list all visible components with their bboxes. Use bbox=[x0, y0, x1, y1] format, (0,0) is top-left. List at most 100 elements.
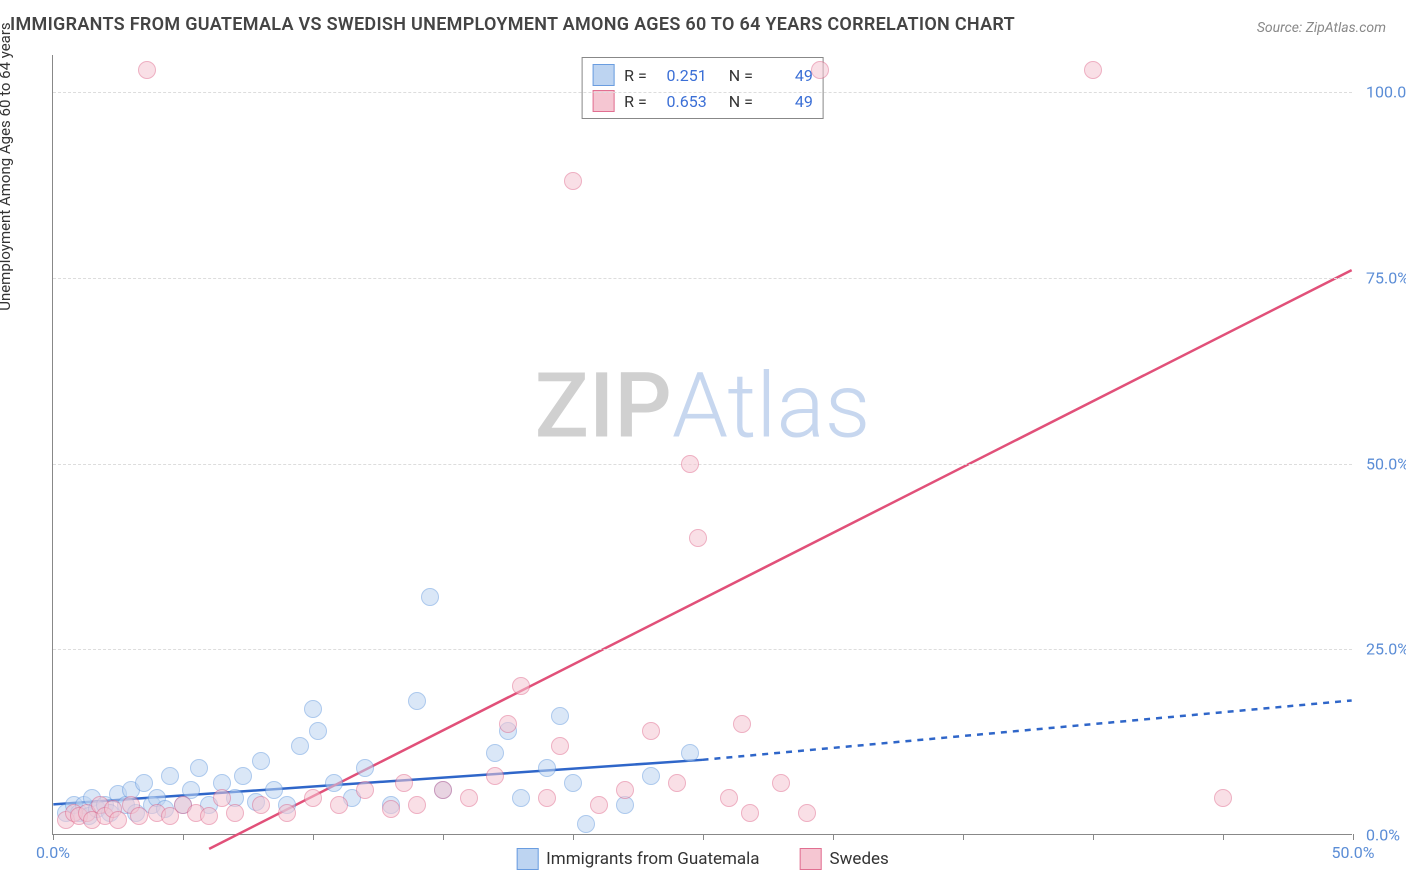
data-point bbox=[1084, 61, 1102, 79]
data-point bbox=[798, 804, 816, 822]
r-label: R = bbox=[624, 66, 647, 85]
data-point bbox=[252, 796, 270, 814]
x-tick-mark bbox=[833, 834, 834, 840]
n-value: 49 bbox=[763, 92, 813, 111]
gridline bbox=[53, 649, 1352, 650]
data-point bbox=[720, 789, 738, 807]
data-point bbox=[681, 455, 699, 473]
x-tick-mark bbox=[1353, 834, 1354, 840]
data-point bbox=[564, 172, 582, 190]
data-point bbox=[395, 774, 413, 792]
chart-title: IMMIGRANTS FROM GUATEMALA VS SWEDISH UNE… bbox=[10, 14, 1015, 35]
data-point bbox=[130, 807, 148, 825]
stats-legend: R = 0.251 N = 49 R = 0.653 N = 49 bbox=[581, 57, 824, 119]
data-point bbox=[278, 804, 296, 822]
data-point bbox=[252, 752, 270, 770]
y-tick-label: 25.0% bbox=[1356, 640, 1406, 659]
gridline bbox=[53, 464, 1352, 465]
data-point bbox=[1214, 789, 1232, 807]
data-point bbox=[486, 744, 504, 762]
y-tick-label: 50.0% bbox=[1356, 454, 1406, 473]
data-point bbox=[811, 61, 829, 79]
data-point bbox=[356, 759, 374, 777]
data-point bbox=[741, 804, 759, 822]
data-point bbox=[642, 767, 660, 785]
x-tick-mark bbox=[1093, 834, 1094, 840]
x-tick-mark bbox=[1223, 834, 1224, 840]
trend-line-extrapolated bbox=[703, 700, 1352, 759]
gridline bbox=[53, 278, 1352, 279]
data-point bbox=[538, 789, 556, 807]
data-point bbox=[551, 707, 569, 725]
x-tick-label: 50.0% bbox=[1332, 843, 1375, 862]
data-point bbox=[408, 692, 426, 710]
n-label: N = bbox=[729, 66, 753, 85]
r-value: 0.251 bbox=[657, 66, 707, 85]
legend-swatch bbox=[592, 64, 614, 86]
data-point bbox=[616, 781, 634, 799]
data-point bbox=[135, 774, 153, 792]
data-point bbox=[577, 815, 595, 833]
data-point bbox=[138, 61, 156, 79]
data-point bbox=[408, 796, 426, 814]
data-point bbox=[109, 811, 127, 829]
data-point bbox=[486, 767, 504, 785]
data-point bbox=[226, 804, 244, 822]
data-point bbox=[265, 781, 283, 799]
data-point bbox=[733, 715, 751, 733]
x-tick-label: 0.0% bbox=[36, 843, 70, 862]
x-tick-mark bbox=[53, 834, 54, 840]
n-label: N = bbox=[729, 92, 753, 111]
data-point bbox=[291, 737, 309, 755]
data-point bbox=[538, 759, 556, 777]
x-tick-mark bbox=[963, 834, 964, 840]
series-legend-item: Immigrants from Guatemala bbox=[516, 848, 759, 870]
data-point bbox=[434, 781, 452, 799]
trend-line bbox=[209, 270, 1352, 849]
data-point bbox=[234, 767, 252, 785]
x-tick-mark bbox=[573, 834, 574, 840]
stats-legend-row: R = 0.251 N = 49 bbox=[592, 62, 813, 88]
data-point bbox=[421, 588, 439, 606]
y-tick-label: 0.0% bbox=[1356, 826, 1400, 845]
x-tick-mark bbox=[703, 834, 704, 840]
x-tick-mark bbox=[183, 834, 184, 840]
data-point bbox=[356, 781, 374, 799]
data-point bbox=[382, 800, 400, 818]
data-point bbox=[325, 774, 343, 792]
legend-swatch bbox=[800, 848, 822, 870]
plot-area: ZIPAtlas R =0.251N =49R =0.653N =49 Immi… bbox=[52, 55, 1352, 835]
series-legend-label: Swedes bbox=[830, 849, 889, 869]
x-tick-mark bbox=[313, 834, 314, 840]
series-legend: Immigrants from Guatemala Swedes bbox=[516, 848, 889, 870]
data-point bbox=[512, 789, 530, 807]
r-label: R = bbox=[624, 92, 647, 111]
data-point bbox=[681, 744, 699, 762]
data-point bbox=[330, 796, 348, 814]
data-point bbox=[772, 774, 790, 792]
n-value: 49 bbox=[763, 66, 813, 85]
data-point bbox=[460, 789, 478, 807]
trend-lines-layer bbox=[53, 55, 1352, 834]
series-legend-item: Swedes bbox=[800, 848, 889, 870]
y-axis-label: Unemployment Among Ages 60 to 64 years bbox=[0, 22, 14, 310]
data-point bbox=[590, 796, 608, 814]
data-point bbox=[190, 759, 208, 777]
data-point bbox=[512, 677, 530, 695]
data-point bbox=[499, 715, 517, 733]
data-point bbox=[304, 700, 322, 718]
series-legend-label: Immigrants from Guatemala bbox=[546, 849, 759, 869]
x-tick-mark bbox=[443, 834, 444, 840]
source-attribution: Source: ZipAtlas.com bbox=[1257, 20, 1386, 36]
data-point bbox=[304, 789, 322, 807]
data-point bbox=[642, 722, 660, 740]
data-point bbox=[200, 807, 218, 825]
r-value: 0.653 bbox=[657, 92, 707, 111]
gridline bbox=[53, 92, 1352, 93]
y-tick-label: 75.0% bbox=[1356, 268, 1406, 287]
y-tick-label: 100.0% bbox=[1356, 83, 1406, 102]
data-point bbox=[689, 529, 707, 547]
data-point bbox=[309, 722, 327, 740]
data-point bbox=[564, 774, 582, 792]
data-point bbox=[668, 774, 686, 792]
